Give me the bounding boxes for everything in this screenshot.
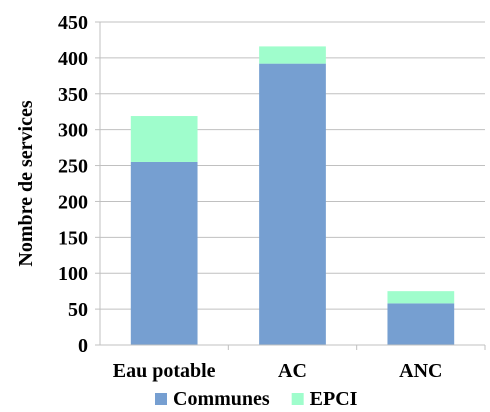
y-tick-label: 200 <box>58 191 88 213</box>
bar-communes-2 <box>259 63 326 346</box>
legend: Communes EPCI <box>155 388 358 410</box>
legend-swatch-epci <box>291 393 304 405</box>
y-tick-label: 100 <box>58 263 88 285</box>
x-tick-label: Eau potable <box>113 360 216 382</box>
x-tick-label: AC <box>278 360 307 382</box>
y-tick-label: 0 <box>78 335 88 357</box>
y-tick-label: 300 <box>58 120 88 142</box>
legend-swatch-communes <box>155 393 167 405</box>
x-tick-label: ANC <box>399 360 442 382</box>
y-tick-label: 250 <box>58 156 88 178</box>
legend-label-communes: Communes <box>173 388 270 410</box>
bar-communes-3 <box>387 303 455 345</box>
y-tick-labels: 0 50 100 150 200 250 300 350 400 450 <box>58 12 88 357</box>
y-tick-label: 350 <box>58 84 88 106</box>
bars <box>130 46 455 346</box>
axes <box>99 22 485 346</box>
legend-label-epci: EPCI <box>310 388 358 410</box>
bar-epci-2 <box>259 46 326 64</box>
bar-epci-3 <box>387 291 455 304</box>
bar-communes-1 <box>130 161 198 345</box>
bar-epci-1 <box>130 116 198 162</box>
y-tick-label: 150 <box>58 227 88 249</box>
y-axis-title: Nombre de services <box>15 100 37 266</box>
x-tick-labels: Eau potable AC ANC <box>113 360 443 382</box>
y-tick-label: 450 <box>58 12 88 34</box>
y-tick-label: 400 <box>58 48 88 70</box>
y-tick-label: 50 <box>68 299 88 321</box>
